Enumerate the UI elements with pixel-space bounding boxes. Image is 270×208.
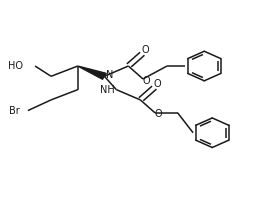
- Text: Br: Br: [9, 106, 20, 116]
- Text: N: N: [106, 70, 113, 80]
- Text: O: O: [142, 76, 150, 86]
- Polygon shape: [78, 66, 106, 79]
- Text: NH: NH: [100, 85, 115, 95]
- Text: O: O: [154, 79, 161, 89]
- Text: HO: HO: [8, 61, 23, 71]
- Text: O: O: [154, 109, 162, 119]
- Text: O: O: [142, 45, 150, 55]
